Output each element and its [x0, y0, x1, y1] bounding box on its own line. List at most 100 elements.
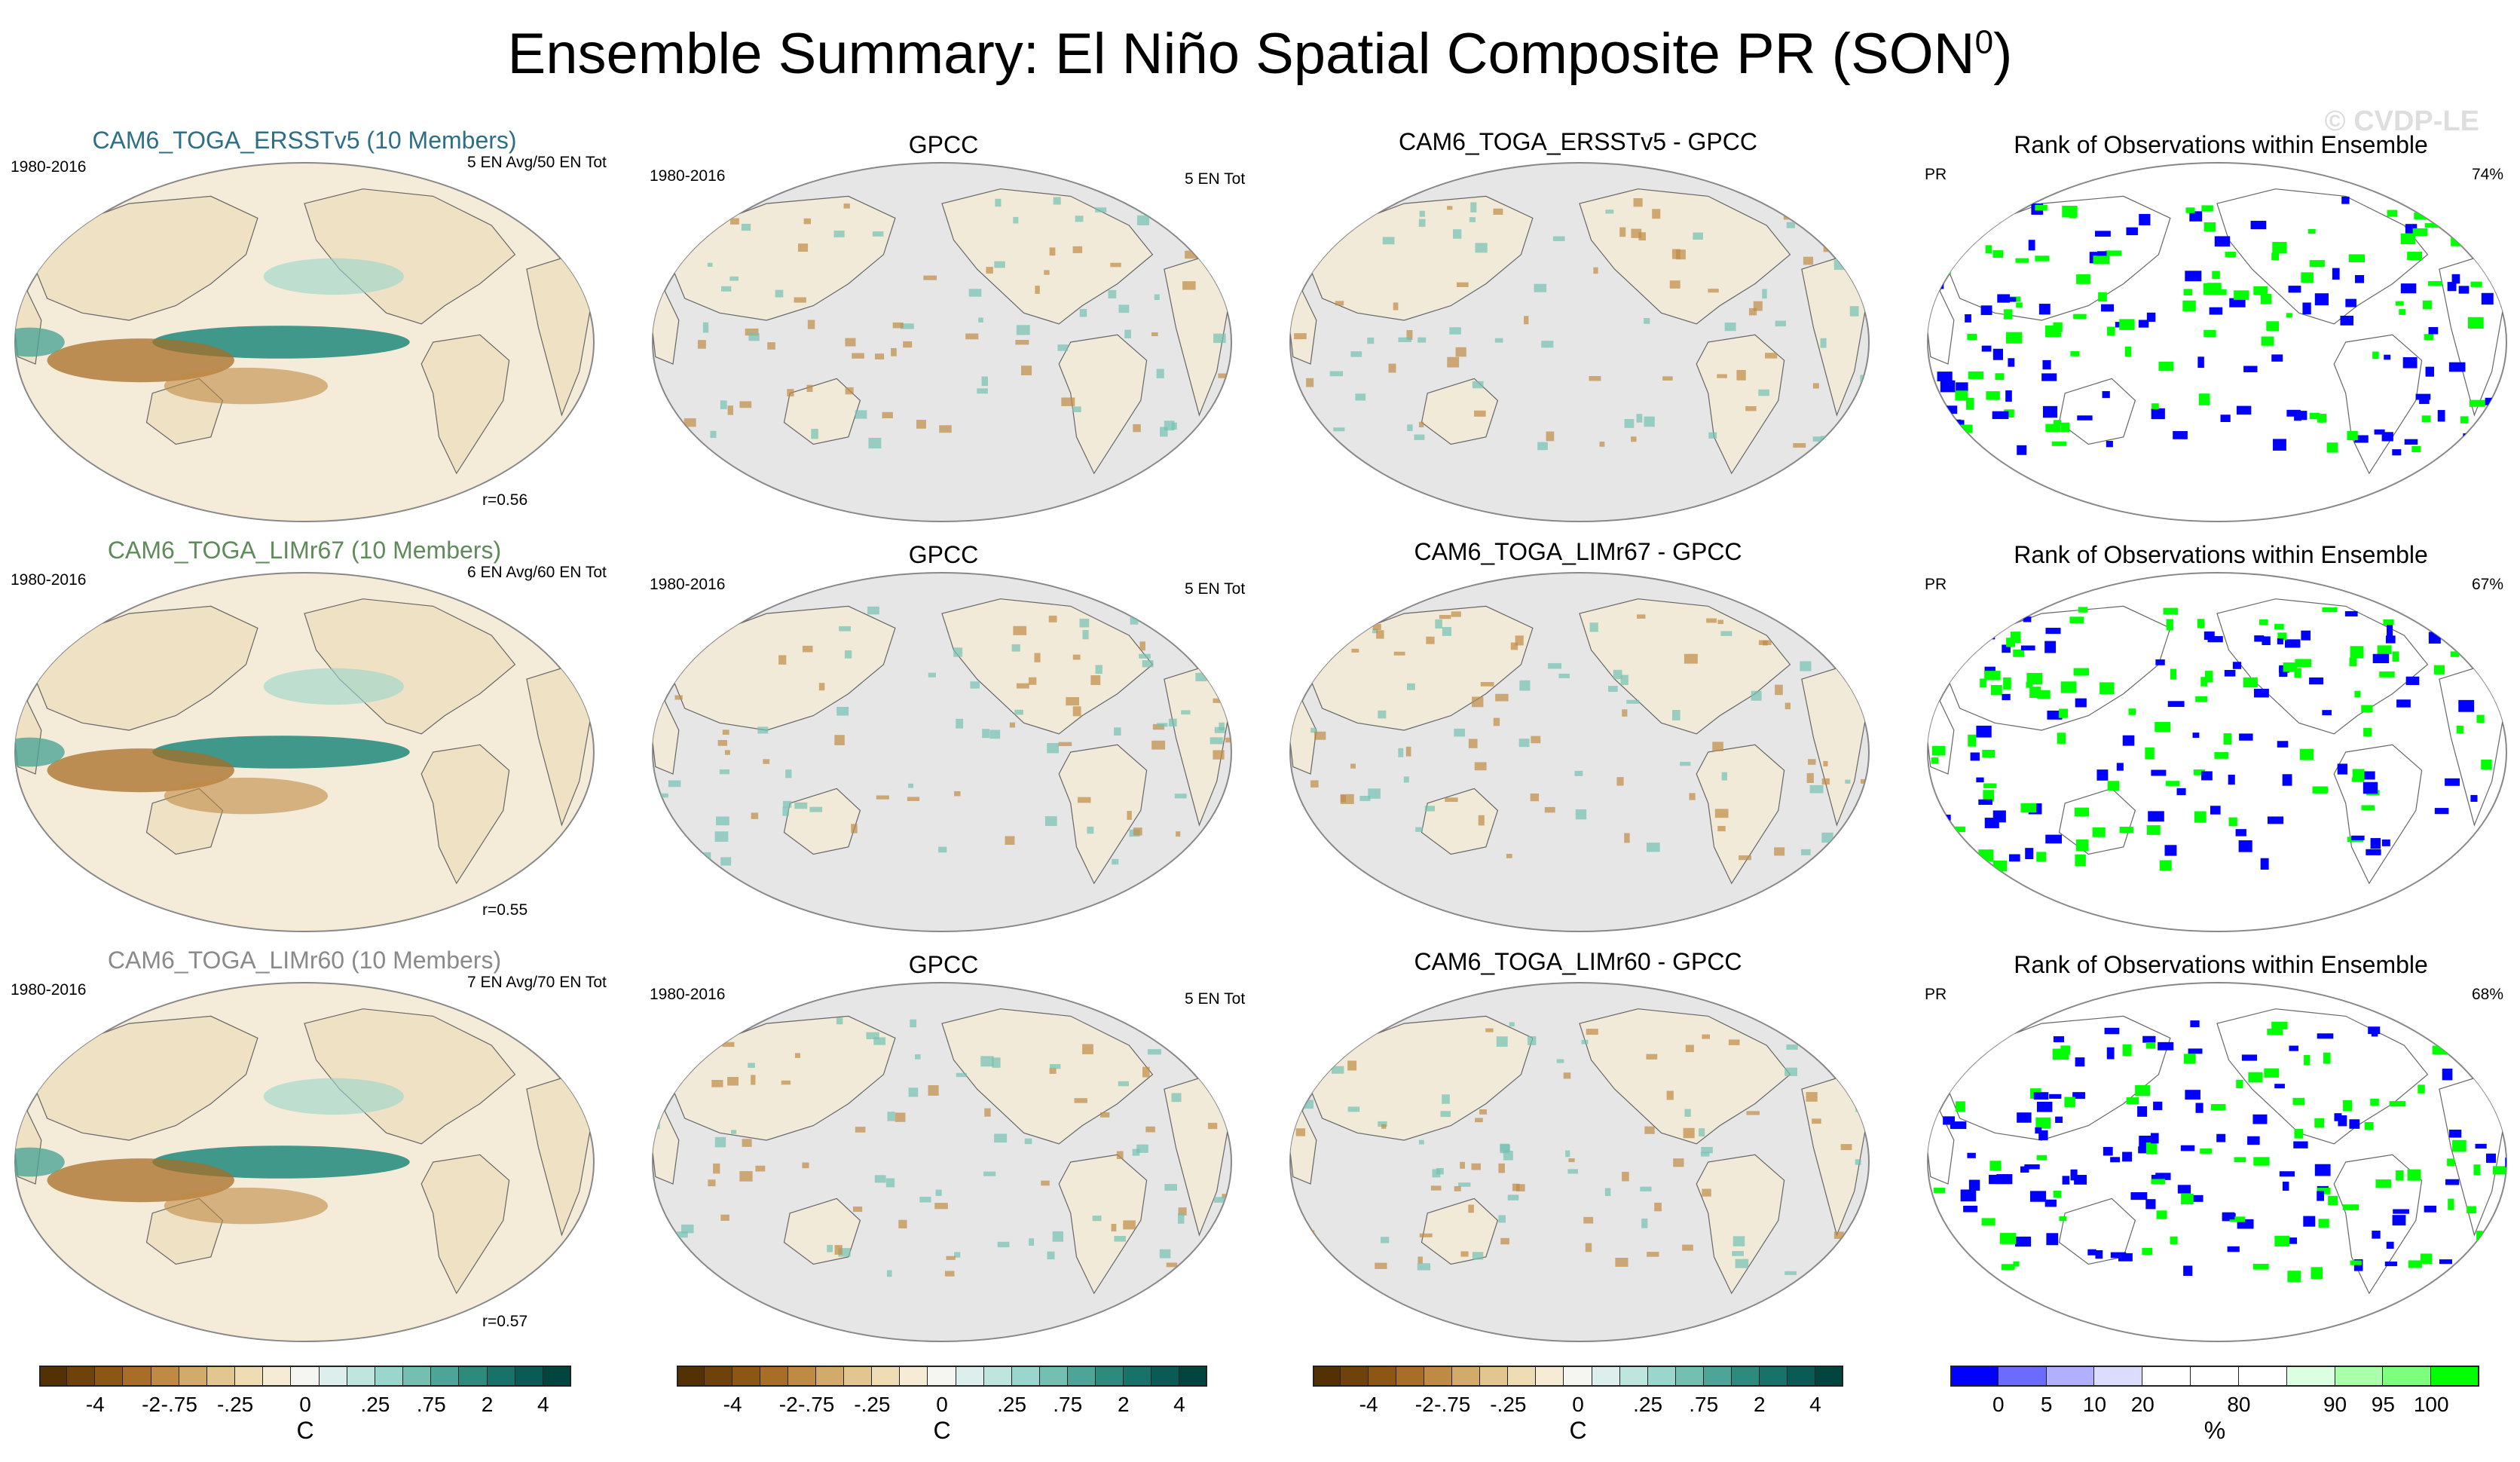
- colorbar-cell: [2046, 1366, 2095, 1387]
- colorbar-cell: [1950, 1366, 1999, 1387]
- colorbar-cell: [1675, 1366, 1704, 1387]
- colorbar-tick-label: 0: [299, 1393, 311, 1416]
- rank-panel-title: Rank of Observations within Ensemble: [2014, 951, 2428, 978]
- colorbar-tick-label: -2: [778, 1393, 798, 1416]
- colorbar-cell: [1369, 1366, 1397, 1387]
- watermark: © CVDP-LE: [2324, 106, 2479, 137]
- rank-panel-title: Rank of Observations within Ensemble: [2014, 131, 2428, 158]
- colorbar-cell: [123, 1366, 151, 1387]
- rank-map: [1927, 572, 2507, 932]
- percent-label: 68%: [2472, 986, 2504, 1003]
- colorbar-tick-label: 0: [1992, 1393, 2005, 1416]
- counts-label: 5 EN Tot: [1185, 580, 1246, 598]
- colorbar-cell: [1647, 1366, 1676, 1387]
- colorbar-tick-label: 5: [2040, 1393, 2053, 1416]
- colorbar-cell: [1313, 1366, 1341, 1387]
- colorbar-tick-label: 2: [481, 1393, 494, 1416]
- colorbar-cell: [1011, 1366, 1040, 1387]
- colorbar-cell: [1508, 1366, 1537, 1387]
- colorbar-tick-label: 100: [2413, 1393, 2449, 1416]
- colorbar-unit-label: %: [2203, 1417, 2226, 1444]
- colorbar-cell: [1536, 1366, 1564, 1387]
- colorbar-cell: [2383, 1366, 2432, 1387]
- diff-panel-title: CAM6_TOGA_LIMr67 - GPCC: [1414, 538, 1742, 565]
- colorbar-tick-label: -.25: [854, 1393, 891, 1416]
- colorbar-cell: [1067, 1366, 1096, 1387]
- rank-map: [1927, 162, 2507, 522]
- model-panel-title: CAM6_TOGA_LIMr67 (10 Members): [107, 537, 502, 564]
- model-panel-title: CAM6_TOGA_LIMr60 (10 Members): [107, 947, 502, 974]
- colorbar-cell: [844, 1366, 873, 1387]
- diff-map: [1289, 162, 1870, 522]
- colorbar-cell: [543, 1366, 571, 1387]
- colorbar-cell: [1619, 1366, 1648, 1387]
- colorbar-cell: [515, 1366, 543, 1387]
- colorbar-cell: [705, 1366, 733, 1387]
- colorbar-cell: [732, 1366, 761, 1387]
- colorbar-tick-label: .75: [416, 1393, 446, 1416]
- colorbar-cell: [1480, 1366, 1509, 1387]
- model-map: [14, 572, 595, 932]
- colorbar-tick-label: 4: [537, 1393, 549, 1416]
- colorbar-unit-label: C: [1569, 1417, 1587, 1444]
- colorbar-tick-label: 90: [2323, 1393, 2347, 1416]
- colorbar-cell: [403, 1366, 432, 1387]
- colorbar-unit-label: C: [296, 1417, 314, 1444]
- colorbar-cell: [2094, 1366, 2143, 1387]
- colorbar-cell: [1703, 1366, 1732, 1387]
- correlation-label: r=0.55: [482, 901, 528, 919]
- colorbar-cell: [2142, 1366, 2191, 1387]
- colorbar-tick-label: 4: [1809, 1393, 1821, 1416]
- colorbar-cell: [1039, 1366, 1068, 1387]
- colorbar-tick-label: -4: [85, 1393, 105, 1416]
- years-label: 1980-2016: [11, 571, 87, 589]
- colorbar-cell: [816, 1366, 845, 1387]
- colorbar-tick-label: 0: [936, 1393, 948, 1416]
- colorbar-cell: [1998, 1366, 2047, 1387]
- colorbar-cell: [900, 1366, 928, 1387]
- colorbar-tick-label: 20: [2130, 1393, 2155, 1416]
- years-label: 1980-2016: [11, 981, 87, 999]
- colorbar-cell: [1592, 1366, 1620, 1387]
- correlation-label: r=0.57: [482, 1313, 528, 1330]
- diff-panel-title: CAM6_TOGA_ERSSTv5 - GPCC: [1399, 128, 1757, 155]
- colorbar-cell: [151, 1366, 179, 1387]
- model-panel-title: CAM6_TOGA_ERSSTv5 (10 Members): [92, 127, 517, 154]
- years-label: 1980-2016: [650, 576, 726, 593]
- colorbar-cell: [1564, 1366, 1592, 1387]
- obs-map: [652, 982, 1232, 1342]
- colorbar-cell: [2286, 1366, 2335, 1387]
- colorbar-cell: [983, 1366, 1012, 1387]
- colorbar-cell: [431, 1366, 460, 1387]
- colorbar-tick-label: 4: [1173, 1393, 1185, 1416]
- colorbar-cell: [179, 1366, 207, 1387]
- colorbar-tick-label: .25: [1633, 1393, 1663, 1416]
- colorbar-cell: [319, 1366, 347, 1387]
- colorbar-tick-label: 2: [1754, 1393, 1766, 1416]
- diff-map: [1289, 572, 1870, 932]
- colorbar-cell: [39, 1366, 68, 1387]
- colorbar-tick-label: -4: [1359, 1393, 1378, 1416]
- colorbar-cell: [235, 1366, 264, 1387]
- model-map: [14, 162, 595, 522]
- colorbar-tick-label: -.25: [216, 1393, 254, 1416]
- colorbar-cell: [2431, 1366, 2479, 1387]
- colorbar-tick-label: 80: [2227, 1393, 2251, 1416]
- colorbar-tick-label: 0: [1572, 1393, 1584, 1416]
- obs-map: [652, 162, 1232, 522]
- obs-map: [652, 572, 1232, 932]
- counts-label: 5 EN Avg/50 EN Tot: [467, 154, 607, 171]
- colorbar-cell: [788, 1366, 817, 1387]
- colorbar-cell: [956, 1366, 984, 1387]
- counts-label: 6 EN Avg/60 EN Tot: [467, 564, 607, 581]
- counts-label: 7 EN Avg/70 EN Tot: [467, 974, 607, 991]
- variable-label: PR: [1925, 166, 1947, 183]
- colorbar-tick-label: 10: [2082, 1393, 2107, 1416]
- colorbar-tick-label: -.75: [798, 1393, 835, 1416]
- diff-panel-title: CAM6_TOGA_LIMr60 - GPCC: [1414, 948, 1742, 975]
- counts-label: 5 EN Tot: [1185, 170, 1246, 188]
- colorbar-cell: [677, 1366, 705, 1387]
- variable-label: PR: [1925, 576, 1947, 593]
- colorbar-cell: [263, 1366, 292, 1387]
- years-label: 1980-2016: [650, 167, 726, 185]
